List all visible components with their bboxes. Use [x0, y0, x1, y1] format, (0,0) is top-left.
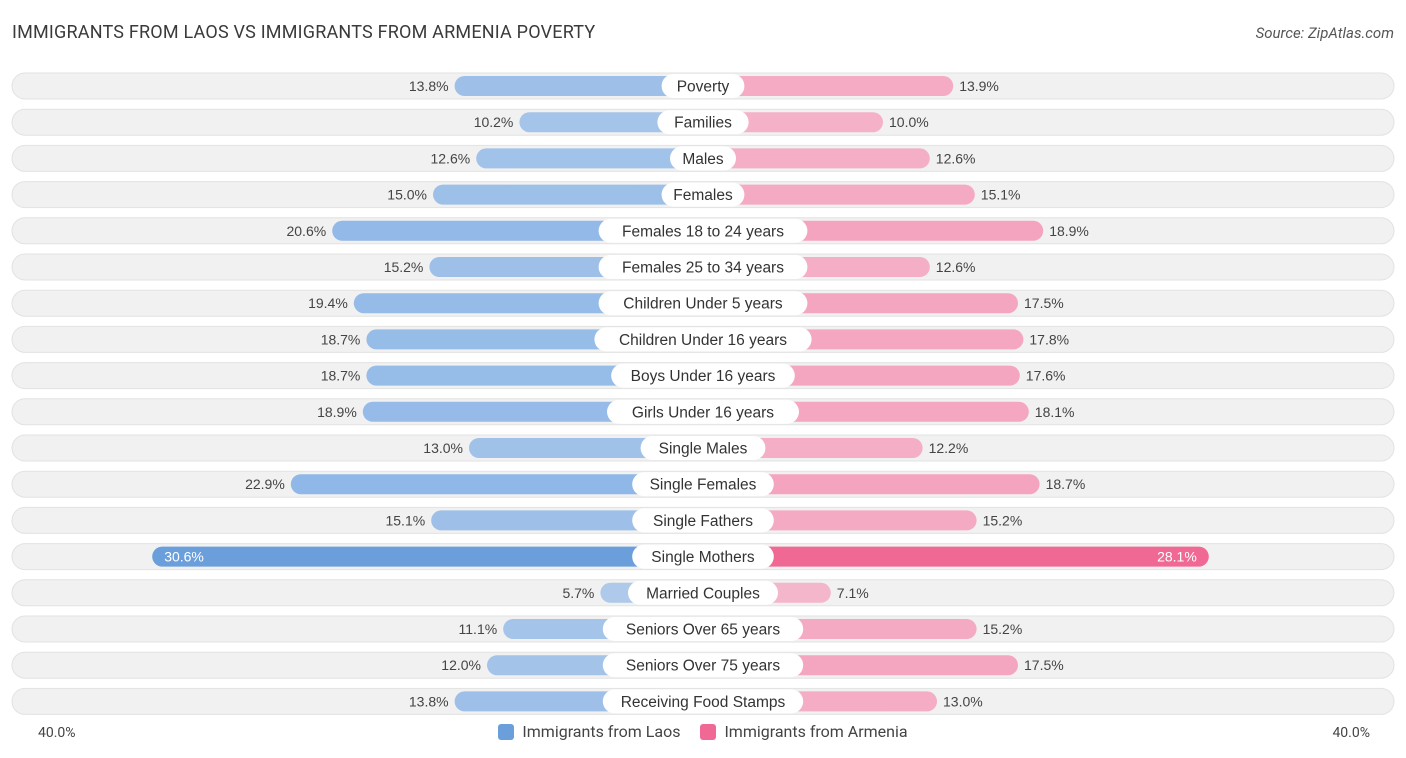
value-label-laos: 11.1% [459, 621, 498, 637]
category-label: Seniors Over 75 years [626, 658, 780, 675]
value-label-laos: 19.4% [308, 295, 348, 311]
axis-left-max-label: 40.0% [38, 725, 76, 741]
category-label: Females [673, 187, 733, 204]
value-label-laos: 18.9% [317, 404, 357, 420]
value-label-laos: 15.0% [387, 187, 427, 203]
bar-armenia [703, 184, 975, 205]
category-label-background [640, 436, 766, 460]
value-label-laos: 13.8% [409, 693, 449, 709]
bar-laos [476, 148, 703, 169]
value-label-armenia: 17.8% [1029, 331, 1069, 347]
bar-laos [152, 546, 703, 567]
value-label-laos: 22.9% [245, 476, 285, 492]
category-label-background [602, 689, 804, 714]
value-label-armenia: 28.1% [1157, 549, 1197, 565]
category-label: Seniors Over 65 years [626, 622, 780, 639]
value-label-armenia: 18.1% [1035, 404, 1075, 420]
source-attribution: Source: ZipAtlas.com [1255, 24, 1394, 42]
legend-swatch-armenia [700, 723, 717, 740]
legend-label-laos: Immigrants from Laos [522, 722, 681, 741]
category-label: Families [674, 115, 732, 132]
category-label-background [632, 472, 774, 497]
value-label-laos: 10.2% [474, 114, 514, 130]
legend-label-armenia: Immigrants from Armenia [724, 722, 908, 741]
value-label-armenia: 15.1% [981, 187, 1021, 203]
category-label: Boys Under 16 years [631, 368, 776, 385]
category-label: Single Mothers [651, 549, 755, 566]
bar-laos [433, 184, 703, 205]
category-label: Poverty [677, 79, 730, 96]
value-label-laos: 15.2% [384, 259, 424, 275]
category-label-background [628, 580, 778, 605]
category-label-background [594, 327, 812, 352]
bar-laos [290, 474, 703, 495]
category-label: Single Females [650, 477, 757, 494]
value-label-laos: 13.8% [409, 78, 449, 94]
bar-armenia [703, 148, 930, 169]
category-label: Receiving Food Stamps [621, 694, 786, 711]
category-label: Children Under 16 years [619, 332, 787, 349]
value-label-armenia: 10.0% [889, 114, 929, 130]
category-label-background [661, 182, 745, 207]
category-label: Children Under 5 years [623, 296, 783, 313]
value-label-armenia: 15.2% [983, 621, 1023, 637]
chart-title: IMMIGRANTS FROM LAOS VS IMMIGRANTS FROM … [12, 22, 596, 43]
value-label-armenia: 13.9% [959, 78, 999, 94]
bar-armenia [703, 112, 883, 133]
value-label-armenia: 12.6% [936, 150, 976, 166]
category-label: Single Males [659, 441, 748, 458]
bar-armenia [703, 76, 954, 96]
value-label-armenia: 12.2% [929, 440, 969, 456]
value-label-armenia: 13.0% [943, 693, 983, 709]
category-label-background [632, 544, 774, 569]
category-label-background [607, 399, 799, 424]
value-label-armenia: 7.1% [837, 585, 869, 601]
bar-armenia [703, 474, 1040, 495]
legend: Immigrants from Laos Immigrants from Arm… [0, 722, 1406, 744]
category-label-background [598, 291, 808, 316]
category-label-background [598, 255, 808, 279]
category-label-background [632, 508, 774, 533]
value-label-laos: 5.7% [562, 585, 594, 601]
category-label: Married Couples [646, 585, 760, 602]
bar-laos [454, 76, 703, 96]
legend-swatch-laos [498, 723, 515, 740]
category-label-background [661, 74, 745, 98]
category-label-background [602, 653, 804, 678]
value-label-laos: 13.0% [423, 440, 463, 456]
category-label: Males [682, 151, 724, 168]
value-label-laos: 20.6% [286, 223, 326, 239]
value-label-armenia: 17.5% [1024, 657, 1064, 673]
category-label-background [657, 110, 749, 135]
category-label-background [598, 218, 808, 243]
legend-item-laos: Immigrants from Laos [498, 722, 680, 741]
bar-laos [519, 112, 703, 133]
value-label-laos: 30.6% [164, 549, 204, 565]
value-label-laos: 12.6% [430, 150, 470, 166]
legend-item-armenia: Immigrants from Armenia [700, 722, 908, 741]
category-label: Single Fathers [653, 513, 753, 530]
value-label-laos: 18.7% [321, 331, 361, 347]
value-label-armenia: 18.9% [1049, 223, 1089, 239]
value-label-armenia: 18.7% [1046, 476, 1086, 492]
value-label-armenia: 12.6% [936, 259, 976, 275]
category-label: Females 25 to 34 years [622, 260, 784, 277]
value-label-laos: 18.7% [321, 368, 361, 384]
category-label: Females 18 to 24 years [622, 223, 784, 240]
value-label-armenia: 17.5% [1024, 295, 1064, 311]
value-label-laos: 15.1% [385, 512, 425, 528]
category-label-background [611, 363, 795, 388]
value-label-laos: 12.0% [441, 657, 481, 673]
category-label-background [602, 617, 804, 641]
category-label-background [670, 146, 736, 171]
category-label: Girls Under 16 years [632, 404, 774, 421]
axis-right-max-label: 40.0% [1332, 725, 1370, 741]
value-label-armenia: 17.6% [1026, 368, 1066, 384]
value-label-armenia: 15.2% [983, 512, 1023, 528]
bar-armenia [703, 546, 1209, 567]
